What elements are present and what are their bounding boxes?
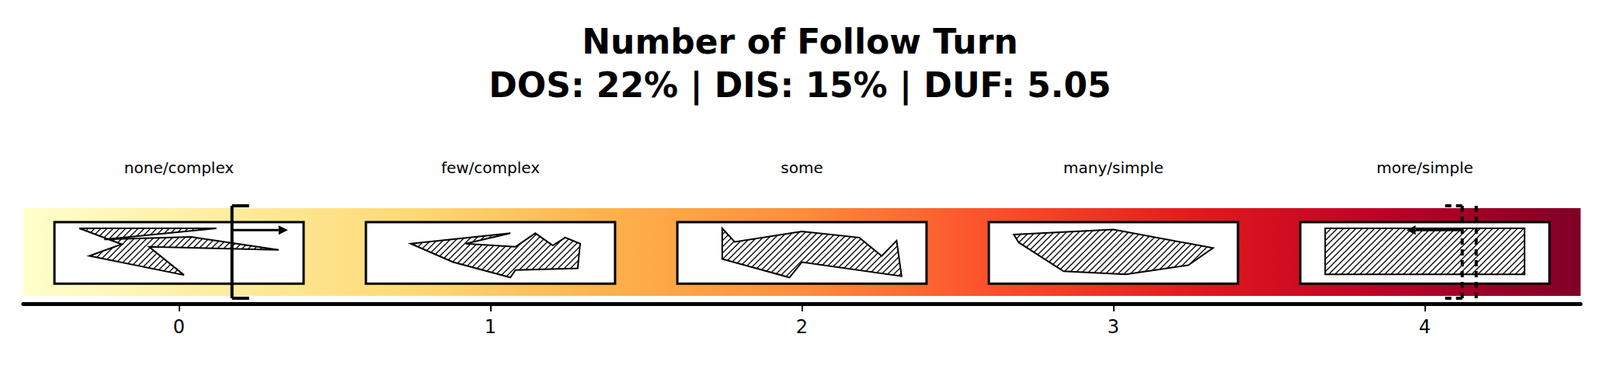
svg-text:3: 3 bbox=[1107, 316, 1120, 338]
svg-text:Number of Follow Turn: Number of Follow Turn bbox=[581, 21, 1018, 62]
svg-text:DOS: 22% | DIS: 15% | DUF: 5.0: DOS: 22% | DIS: 15% | DUF: 5.05 bbox=[488, 65, 1111, 106]
svg-text:many/simple: many/simple bbox=[1063, 158, 1164, 178]
svg-text:more/simple: more/simple bbox=[1376, 158, 1474, 178]
svg-text:1: 1 bbox=[484, 316, 497, 338]
svg-text:4: 4 bbox=[1419, 316, 1431, 338]
svg-text:few/complex: few/complex bbox=[441, 158, 540, 178]
svg-text:none/complex: none/complex bbox=[124, 158, 235, 178]
svg-text:2: 2 bbox=[796, 316, 808, 338]
svg-text:0: 0 bbox=[173, 316, 185, 338]
svg-text:some: some bbox=[780, 158, 823, 178]
